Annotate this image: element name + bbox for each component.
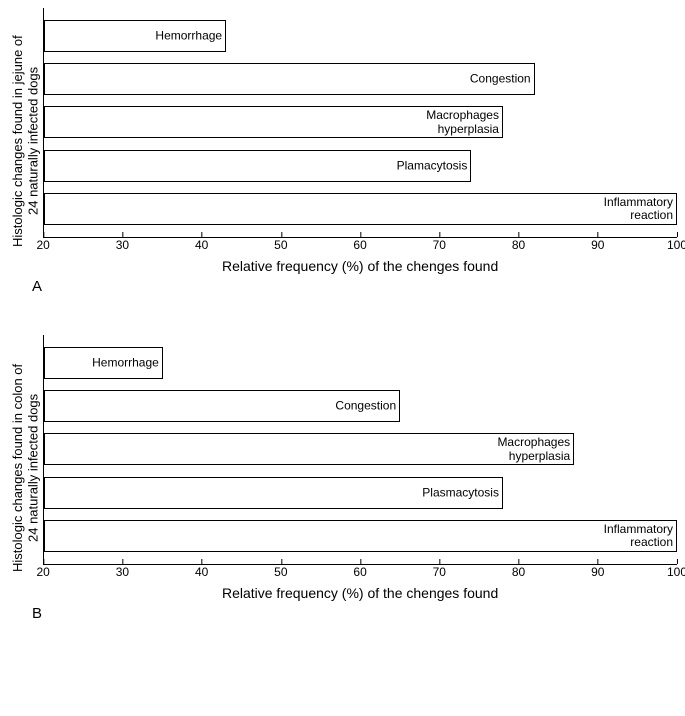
x-tick: 50 — [274, 565, 287, 579]
bar — [44, 63, 534, 95]
bars-container: Hemorrhage Congestion Macrophages hyperpla… — [44, 8, 677, 237]
plot-wrap: Hemorrhage Congestion Macrophages hyperpla… — [43, 335, 677, 601]
x-tick: 60 — [353, 565, 366, 579]
bar-label: Macrophages hyperplasia — [497, 436, 574, 462]
x-axis-label: Relative frequency (%) of the chenges fo… — [43, 258, 677, 274]
x-tick: 30 — [116, 238, 129, 252]
bar-row: Hemorrhage — [44, 20, 677, 52]
x-tick: 90 — [591, 565, 604, 579]
bar-row: Macrophages hyperplasia — [44, 106, 677, 138]
bar-row: Macrophages hyperplasia — [44, 433, 677, 465]
figure-root: Histologic changes found in jejune of 24… — [8, 8, 677, 622]
bar-row: Plasmacytosis — [44, 477, 677, 509]
x-tick: 100 — [667, 565, 685, 579]
x-tick: 20 — [37, 238, 50, 252]
bar-row: Plamacytosis — [44, 150, 677, 182]
bar-label: Congestion — [470, 72, 535, 85]
bar-row: Congestion — [44, 390, 677, 422]
x-axis-label: Relative frequency (%) of the chenges fo… — [43, 585, 677, 601]
chart-area: Histologic changes found in jejune of 24… — [8, 8, 677, 274]
x-tick: 20 — [37, 565, 50, 579]
y-axis-label: Histologic changes found in colon of 24 … — [8, 335, 43, 601]
bar — [44, 193, 677, 225]
bar-label: Congestion — [335, 399, 400, 412]
plot-wrap: Hemorrhage Congestion Macrophages hyperpla… — [43, 8, 677, 274]
x-tick: 50 — [274, 238, 287, 252]
bar-label: Inflammatory reaction — [604, 196, 677, 222]
x-tick: 80 — [512, 565, 525, 579]
plot: Hemorrhage Congestion Macrophages hyperpla… — [43, 335, 677, 565]
panel-letter: A — [32, 278, 677, 295]
bar — [44, 433, 574, 465]
x-tick: 40 — [195, 565, 208, 579]
bars-container: Hemorrhage Congestion Macrophages hyperpla… — [44, 335, 677, 564]
bar-label: Inflammatory reaction — [604, 523, 677, 549]
bar-label: Plasmacytosis — [422, 486, 503, 499]
x-tick: 70 — [433, 238, 446, 252]
bar-label: Macrophages hyperplasia — [426, 109, 503, 135]
y-axis-label: Histologic changes found in jejune of 24… — [8, 8, 43, 274]
bar-label: Hemorrhage — [92, 356, 163, 369]
x-tick: 40 — [195, 238, 208, 252]
x-tick: 70 — [433, 565, 446, 579]
x-tick: 30 — [116, 565, 129, 579]
bar-label: Hemorrhage — [155, 29, 226, 42]
plot: Hemorrhage Congestion Macrophages hyperpla… — [43, 8, 677, 238]
bar-label: Plamacytosis — [397, 159, 472, 172]
chart-area: Histologic changes found in colon of 24 … — [8, 335, 677, 601]
x-tick: 90 — [591, 238, 604, 252]
panel-letter: B — [32, 605, 677, 622]
panel-B: Histologic changes found in colon of 24 … — [8, 335, 677, 622]
bar-row: Inflammatory reaction — [44, 193, 677, 225]
bar-row: Inflammatory reaction — [44, 520, 677, 552]
bar-row: Congestion — [44, 63, 677, 95]
x-ticks: 2030405060708090100 — [43, 238, 677, 256]
bar — [44, 520, 677, 552]
x-tick: 100 — [667, 238, 685, 252]
panel-A: Histologic changes found in jejune of 24… — [8, 8, 677, 295]
x-tick: 60 — [353, 238, 366, 252]
x-tick: 80 — [512, 238, 525, 252]
bar-row: Hemorrhage — [44, 347, 677, 379]
x-ticks: 2030405060708090100 — [43, 565, 677, 583]
